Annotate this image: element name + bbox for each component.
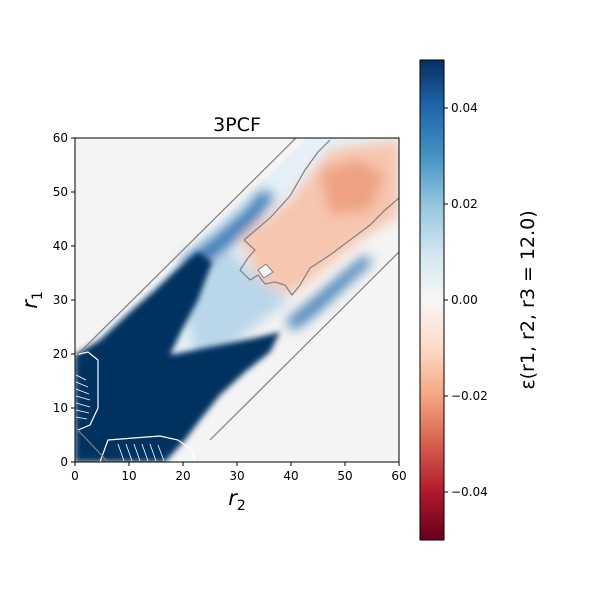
contour-white-hatch-left <box>75 374 91 420</box>
y-tick-label: 0 <box>60 455 68 469</box>
plot-area <box>75 138 399 462</box>
saturated-positive-region <box>75 252 280 462</box>
contour-zero-island <box>257 263 274 279</box>
y-axis-ticks: 0 10 20 30 40 50 60 <box>53 131 75 469</box>
colorbar-tick-label: 0.00 <box>451 293 478 307</box>
band-salmon-core <box>320 160 385 215</box>
chart-title: 3PCF <box>213 114 261 136</box>
x-axis-ticks: 0 10 20 30 40 50 60 <box>71 462 407 483</box>
y-tick-label: 60 <box>53 131 68 145</box>
x-tick-label: 40 <box>283 469 298 483</box>
colorbar-tick-label: −0.02 <box>451 389 488 403</box>
band-blue-edge-upper <box>180 190 275 275</box>
contour-white-1 <box>75 351 99 431</box>
x-tick-label: 30 <box>229 469 244 483</box>
x-tick-label: 50 <box>337 469 352 483</box>
y-tick-label: 50 <box>53 185 68 199</box>
x-tick-label: 60 <box>391 469 406 483</box>
colorbar-tick-label: −0.04 <box>451 485 488 499</box>
contour-white-2 <box>99 435 196 462</box>
colorbar-tick-label: 0.04 <box>451 101 478 115</box>
y-axis-label-sub: 1 <box>30 291 46 300</box>
colorbar-tick-label: 0.02 <box>451 197 478 211</box>
x-tick-label: 20 <box>175 469 190 483</box>
band-lower-boundary-right <box>209 251 399 441</box>
y-tick-label: 10 <box>53 401 68 415</box>
y-tick-label: 20 <box>53 347 68 361</box>
band-upper-boundary <box>75 138 297 358</box>
y-axis-label: r1 <box>18 291 46 309</box>
x-tick-label: 10 <box>121 469 136 483</box>
band-blue-edge-lower <box>285 255 372 330</box>
colorbar-label: ε(r1, r2, r3 = 12.0) <box>517 210 539 389</box>
contour-white-hatch-bottom <box>117 443 165 462</box>
x-tick-label: 0 <box>71 469 79 483</box>
heatmap-band <box>75 138 399 462</box>
y-axis-label-base: r <box>18 299 42 309</box>
y-tick-label: 40 <box>53 239 68 253</box>
x-axis-label-base: r <box>228 486 238 510</box>
x-axis-label-sub: 2 <box>237 498 246 514</box>
band-lower-boundary <box>75 426 109 462</box>
contour-zero-level <box>239 139 399 297</box>
band-lightblue-region <box>180 250 290 370</box>
x-axis-label: r2 <box>228 486 246 514</box>
colorbar-ticks: 0.04 0.02 0.00 −0.02 −0.04 <box>444 101 488 499</box>
colorbar <box>419 59 445 541</box>
y-tick-label: 30 <box>53 293 68 307</box>
